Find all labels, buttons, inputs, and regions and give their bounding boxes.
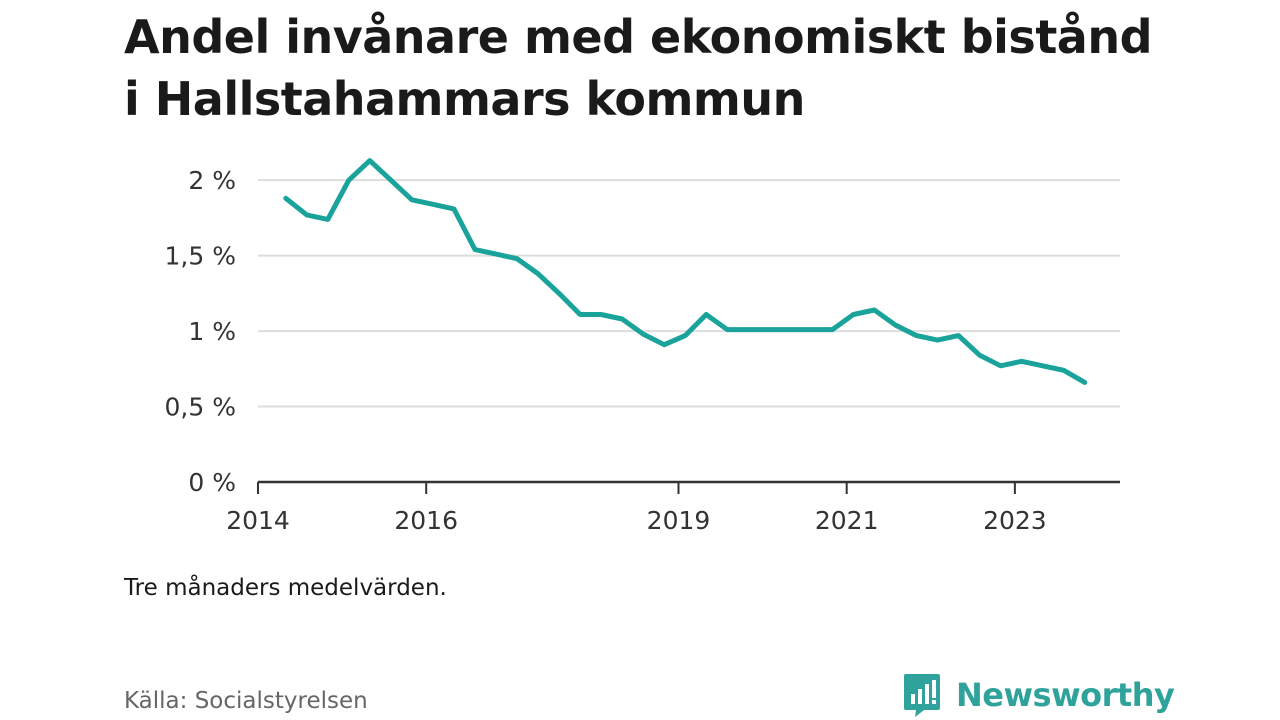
- series-line: [283, 158, 1088, 385]
- y-axis-tick-labels: 0 % 0,5 % 1 % 1,5 % 2 %: [165, 166, 236, 497]
- y-tick-label: 0 %: [188, 468, 236, 497]
- y-tick-label: 1 %: [188, 317, 236, 346]
- x-axis: 2014 2016 2019 2021 2023: [226, 480, 1120, 535]
- chart-note: Tre månaders medelvärden.: [124, 575, 447, 601]
- source-credit: Källa: Socialstyrelsen: [124, 688, 368, 714]
- x-tick-label: 2023: [983, 506, 1047, 535]
- brand-logo[interactable]: Newsworthy: [902, 670, 1175, 720]
- y-tick-label: 1,5 %: [165, 242, 236, 271]
- y-tick-label: 2 %: [188, 166, 236, 195]
- grid-lines: [258, 179, 1120, 408]
- x-tick-label: 2014: [226, 506, 290, 535]
- y-tick-label: 0,5 %: [165, 393, 236, 422]
- x-tick-label: 2019: [647, 506, 711, 535]
- chart-title: Andel invånare med ekonomiskt bistånd i …: [124, 10, 1153, 126]
- newsworthy-logo-icon: [904, 674, 940, 717]
- brand-name: Newsworthy: [956, 676, 1175, 714]
- x-tick-label: 2016: [394, 506, 458, 535]
- series-layer: [283, 158, 1088, 385]
- x-tick-label: 2021: [815, 506, 879, 535]
